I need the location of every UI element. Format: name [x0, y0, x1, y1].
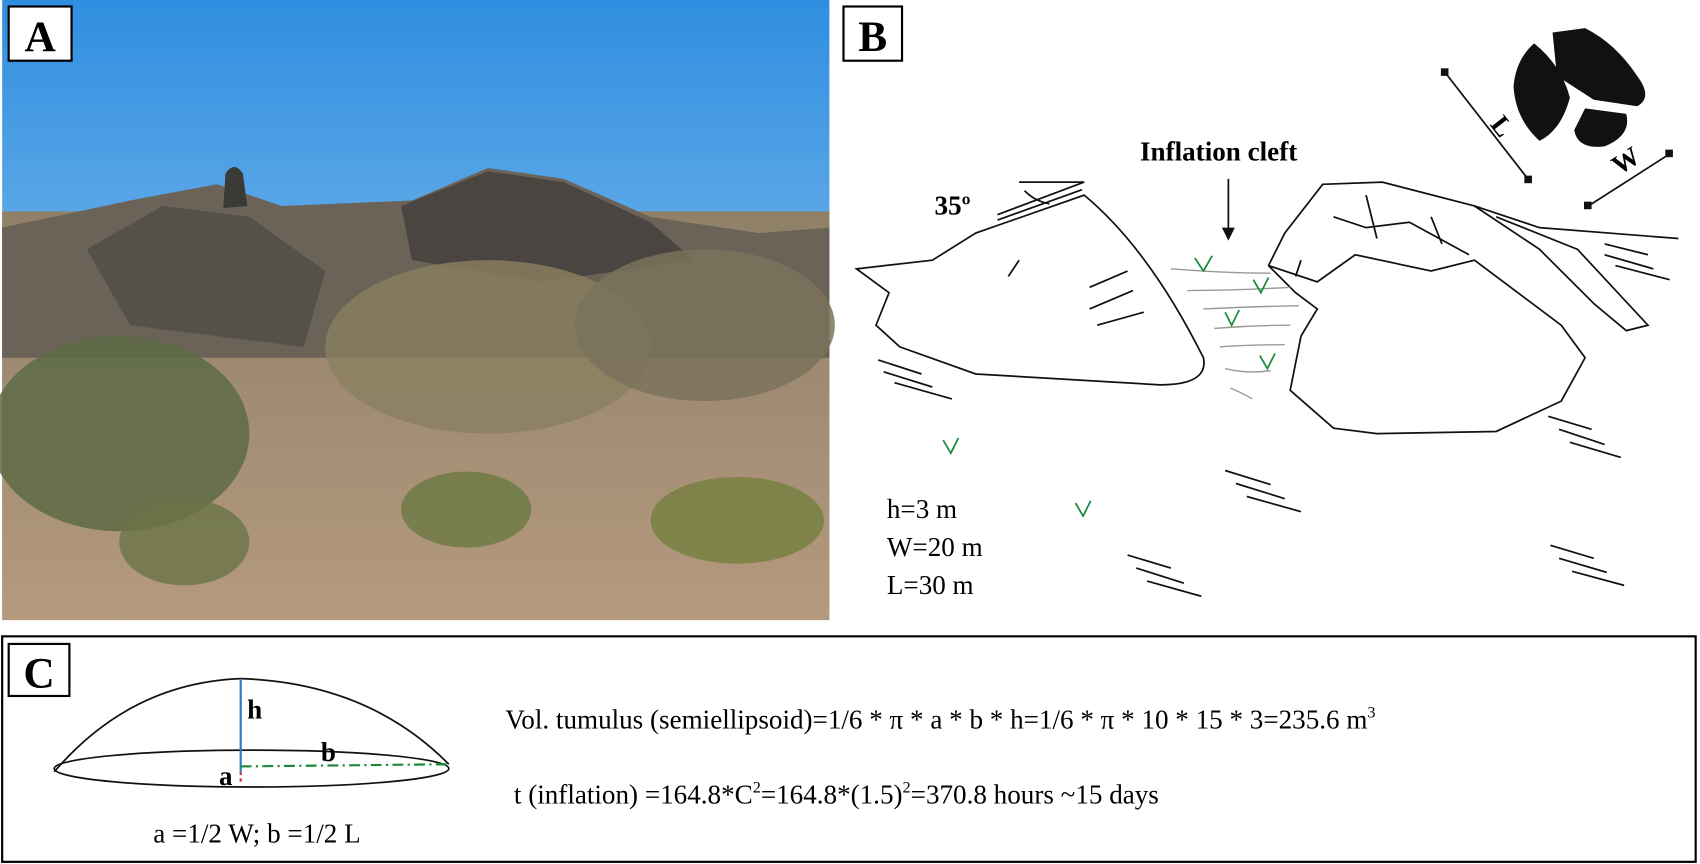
formula-text: t (inflation) =164.8*C	[514, 779, 753, 809]
dimension: W=20 m	[887, 532, 983, 562]
formula-text: =370.8 hours ~15 days	[911, 779, 1159, 809]
diagram-label: h	[247, 695, 262, 725]
label-box	[7, 642, 71, 698]
panel-label: A	[24, 13, 55, 61]
cleft-label: Inflation cleft	[1140, 136, 1297, 166]
axis-label: W	[1606, 141, 1645, 181]
formula-text: Vol. tumulus (semiellipsoid)=1/6 * π * a…	[505, 704, 1367, 734]
panel-label: C	[23, 649, 54, 697]
diagram-label: a	[219, 761, 233, 791]
superscript: 3	[1367, 704, 1375, 722]
dimension: L=30 m	[887, 570, 974, 600]
diagram-caption: a =1/2 W; b =1/2 L	[153, 818, 360, 848]
sketch	[854, 28, 1679, 598]
diagram-label: b	[321, 737, 336, 767]
superscript: 2	[903, 778, 911, 796]
dimension: h=3 m	[887, 494, 957, 524]
panel-label: B	[858, 13, 887, 61]
panel-frame	[1, 635, 1697, 863]
superscript: 2	[753, 778, 761, 796]
ellipsoid	[53, 677, 450, 788]
formula-text: =164.8*(1.5)	[761, 779, 903, 809]
photo	[0, 0, 835, 621]
axis-label: L	[1485, 110, 1520, 143]
label-box	[7, 5, 73, 62]
volume-formula: Vol. tumulus (semiellipsoid)=1/6 * π * a…	[505, 704, 1375, 735]
time-formula: t (inflation) =164.8*C2=164.8*(1.5)2=370…	[514, 778, 1159, 809]
label-box	[842, 5, 904, 62]
angle-label: 35º	[935, 191, 971, 221]
